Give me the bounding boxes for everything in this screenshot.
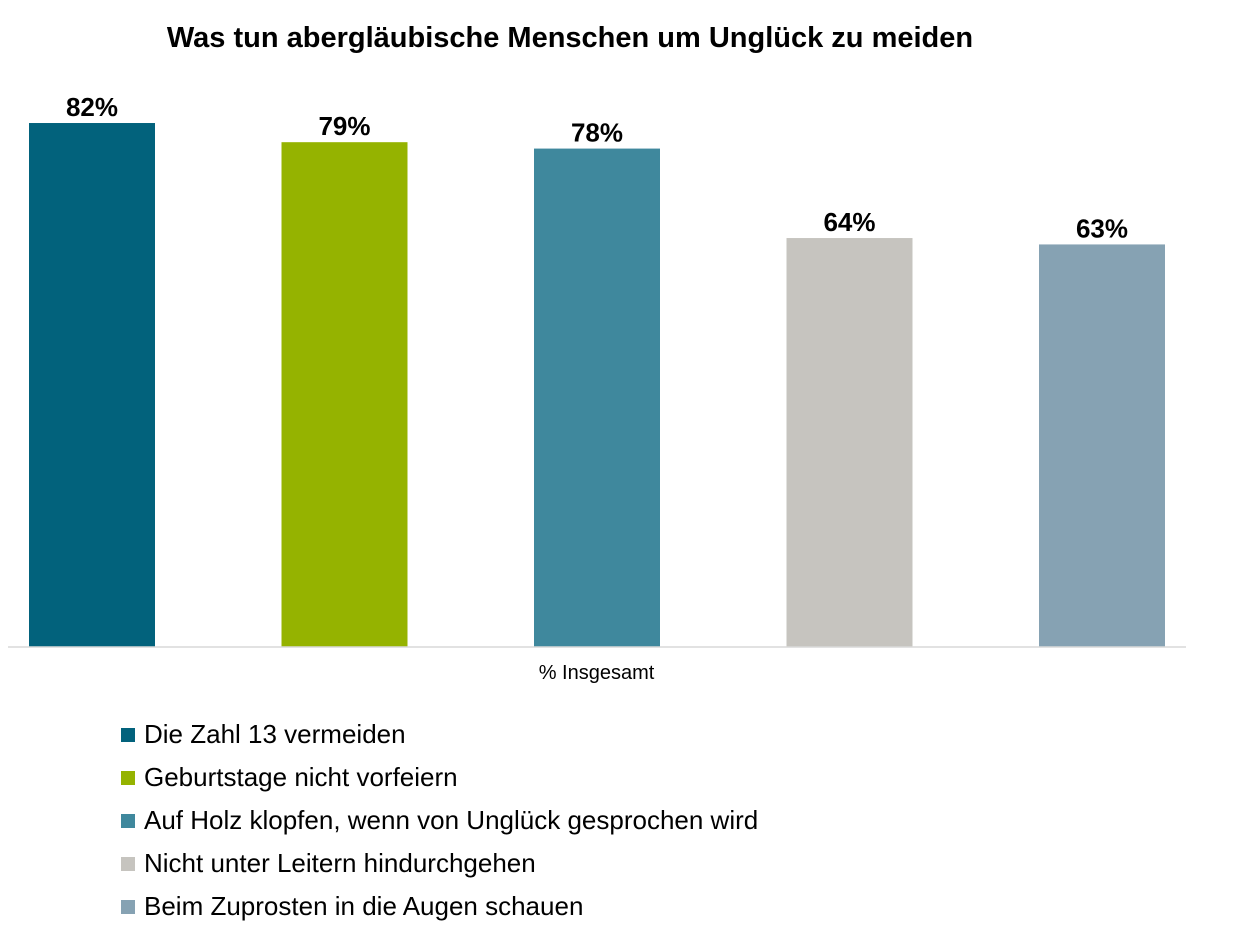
legend-label: Die Zahl 13 vermeiden xyxy=(144,719,406,749)
legend-item: Die Zahl 13 vermeiden xyxy=(121,713,758,756)
bar-value-label: 63% xyxy=(1076,213,1128,243)
bars-group: 82% 79% 78% 64% 63% xyxy=(29,92,1165,648)
bar xyxy=(1039,244,1165,647)
legend-swatch xyxy=(121,770,135,785)
x-axis-label: % Insgesamt xyxy=(538,662,655,684)
bar xyxy=(786,238,913,648)
bar xyxy=(281,142,408,647)
legend-swatch xyxy=(121,899,135,914)
legend-label: Nicht unter Leitern hindurchgehen xyxy=(144,848,536,878)
bar-chart-plot: 82% 79% 78% 64% 63% xyxy=(8,92,1186,648)
legend-swatch xyxy=(121,813,135,828)
legend-item: Nicht unter Leitern hindurchgehen xyxy=(121,842,758,885)
bar-value-label: 78% xyxy=(571,118,623,148)
bar-value-label: 64% xyxy=(823,207,875,237)
legend-swatch xyxy=(121,856,135,871)
legend-label: Beim Zuprosten in die Augen schauen xyxy=(144,891,584,921)
legend: Die Zahl 13 vermeiden Geburtstage nicht v… xyxy=(121,713,758,928)
legend-item: Beim Zuprosten in die Augen schauen xyxy=(121,885,758,928)
chart-title: Was tun abergläubische Menschen um Unglü… xyxy=(166,22,974,54)
bar-value-label: 79% xyxy=(318,111,370,141)
legend-item: Geburtstage nicht vorfeiern xyxy=(121,756,758,799)
bar xyxy=(29,123,155,647)
legend-label: Auf Holz klopfen, wenn von Unglück gespr… xyxy=(144,805,759,835)
bar-value-label: 82% xyxy=(66,92,118,122)
legend-label: Geburtstage nicht vorfeiern xyxy=(144,762,458,792)
legend-item: Auf Holz klopfen, wenn von Unglück gespr… xyxy=(121,799,758,842)
bar xyxy=(534,148,660,647)
legend-swatch xyxy=(121,727,135,742)
